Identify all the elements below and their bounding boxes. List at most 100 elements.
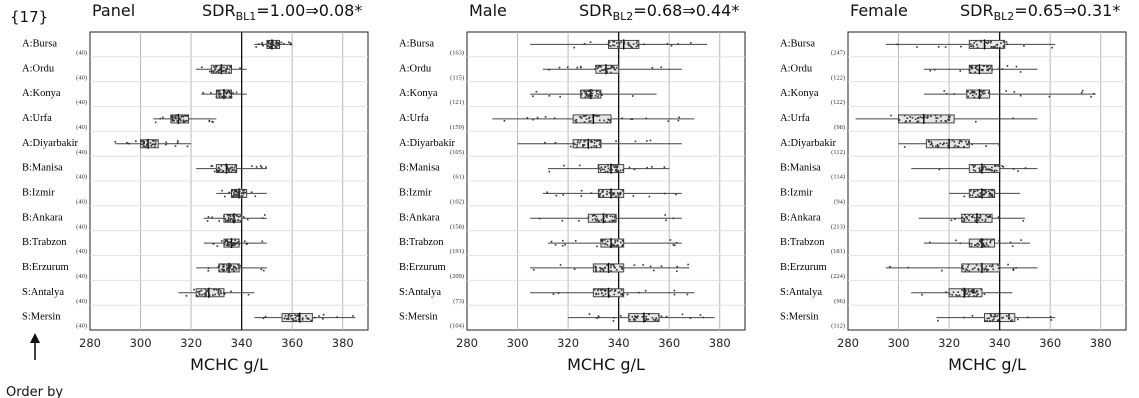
data-point: [989, 191, 991, 194]
data-point: [970, 245, 973, 248]
data-point: [183, 120, 186, 123]
data-point: [605, 215, 607, 217]
data-point: [544, 141, 546, 144]
sample-size-label: (112): [831, 149, 845, 156]
data-point: [233, 192, 235, 194]
data-point: [985, 191, 987, 194]
data-point: [1002, 45, 1005, 47]
data-point: [612, 164, 615, 167]
data-point: [601, 168, 604, 171]
data-point: [614, 241, 616, 244]
data-point: [613, 68, 616, 71]
data-point: [245, 243, 248, 246]
data-point: [604, 166, 607, 168]
data-point: [965, 140, 967, 143]
data-point: [612, 44, 614, 47]
data-point: [993, 190, 996, 193]
data-point: [239, 264, 241, 267]
data-point: [989, 67, 992, 70]
data-point: [229, 215, 232, 218]
data-point: [652, 319, 655, 321]
data-point: [1020, 239, 1023, 241]
data-point: [988, 192, 991, 195]
data-point: [229, 219, 232, 222]
category-label: B:Erzurum: [780, 262, 827, 273]
data-point: [612, 191, 615, 194]
data-point: [963, 218, 965, 220]
data-point: [988, 317, 990, 320]
data-point: [983, 90, 985, 92]
data-point: [972, 215, 974, 217]
data-point: [238, 190, 241, 192]
data-point: [613, 316, 615, 319]
data-point: [960, 140, 963, 143]
data-point: [596, 139, 599, 142]
data-point: [233, 169, 236, 172]
data-point: [983, 293, 986, 295]
data-point: [503, 120, 506, 122]
data-point: [251, 165, 253, 167]
data-point: [216, 245, 219, 247]
data-point: [573, 268, 576, 270]
data-point: [186, 145, 189, 148]
data-point: [987, 41, 990, 43]
data-point: [967, 264, 970, 266]
data-point: [588, 313, 591, 315]
data-point: [222, 266, 224, 268]
data-point: [980, 193, 983, 195]
data-point: [239, 215, 242, 217]
sample-size-label: (96): [834, 298, 845, 305]
data-point: [268, 40, 270, 42]
category-label: S:Mersin: [399, 312, 438, 323]
data-point: [310, 319, 313, 322]
panel-female: Female SDRBL2=0.65⇒0.31* 280 300 320 340 360 38…: [780, 1, 1127, 374]
data-point: [171, 116, 173, 119]
data-point: [589, 90, 592, 93]
data-point: [182, 119, 185, 122]
data-point: [224, 240, 227, 242]
data-point: [969, 65, 972, 68]
data-point: [268, 46, 271, 48]
data-point: [930, 115, 932, 118]
data-point: [233, 242, 235, 245]
data-point: [930, 141, 933, 143]
data-point: [977, 219, 980, 222]
data-point: [585, 94, 588, 97]
data-point: [643, 320, 646, 322]
data-point: [219, 68, 221, 71]
data-point: [998, 239, 1000, 242]
data-point: [224, 164, 227, 166]
box: [966, 89, 991, 99]
data-point: [610, 65, 613, 68]
data-point: [950, 219, 953, 222]
x-axis-title: MCHC g/L: [190, 355, 268, 374]
data-point: [940, 120, 942, 122]
data-point: [985, 244, 988, 246]
data-point: [292, 318, 294, 321]
data-point: [672, 217, 675, 220]
data-point: [985, 265, 987, 268]
x-tick-label: 320: [557, 336, 579, 350]
panel-male: Male SDRBL2=0.68⇒0.44* 280 300 320 340 360 380 M…: [399, 1, 746, 374]
data-point: [947, 118, 949, 121]
data-point: [583, 90, 586, 92]
data-point: [226, 240, 229, 242]
data-point: [628, 314, 630, 317]
data-point: [212, 71, 215, 74]
category-label: S:Mersin: [780, 312, 819, 323]
data-point: [619, 241, 622, 244]
data-point: [992, 46, 995, 48]
data-point: [255, 166, 258, 168]
data-point: [270, 42, 273, 44]
sdr-annotation: SDRBL1=1.00⇒0.08*: [202, 1, 362, 23]
data-point: [594, 288, 596, 291]
data-point: [968, 140, 970, 143]
data-point: [141, 143, 143, 145]
data-point: [678, 116, 680, 119]
data-point: [1002, 46, 1005, 48]
data-point: [288, 41, 290, 44]
data-point: [916, 46, 918, 48]
data-point: [642, 264, 644, 266]
data-point: [645, 318, 647, 320]
data-point: [987, 92, 990, 94]
